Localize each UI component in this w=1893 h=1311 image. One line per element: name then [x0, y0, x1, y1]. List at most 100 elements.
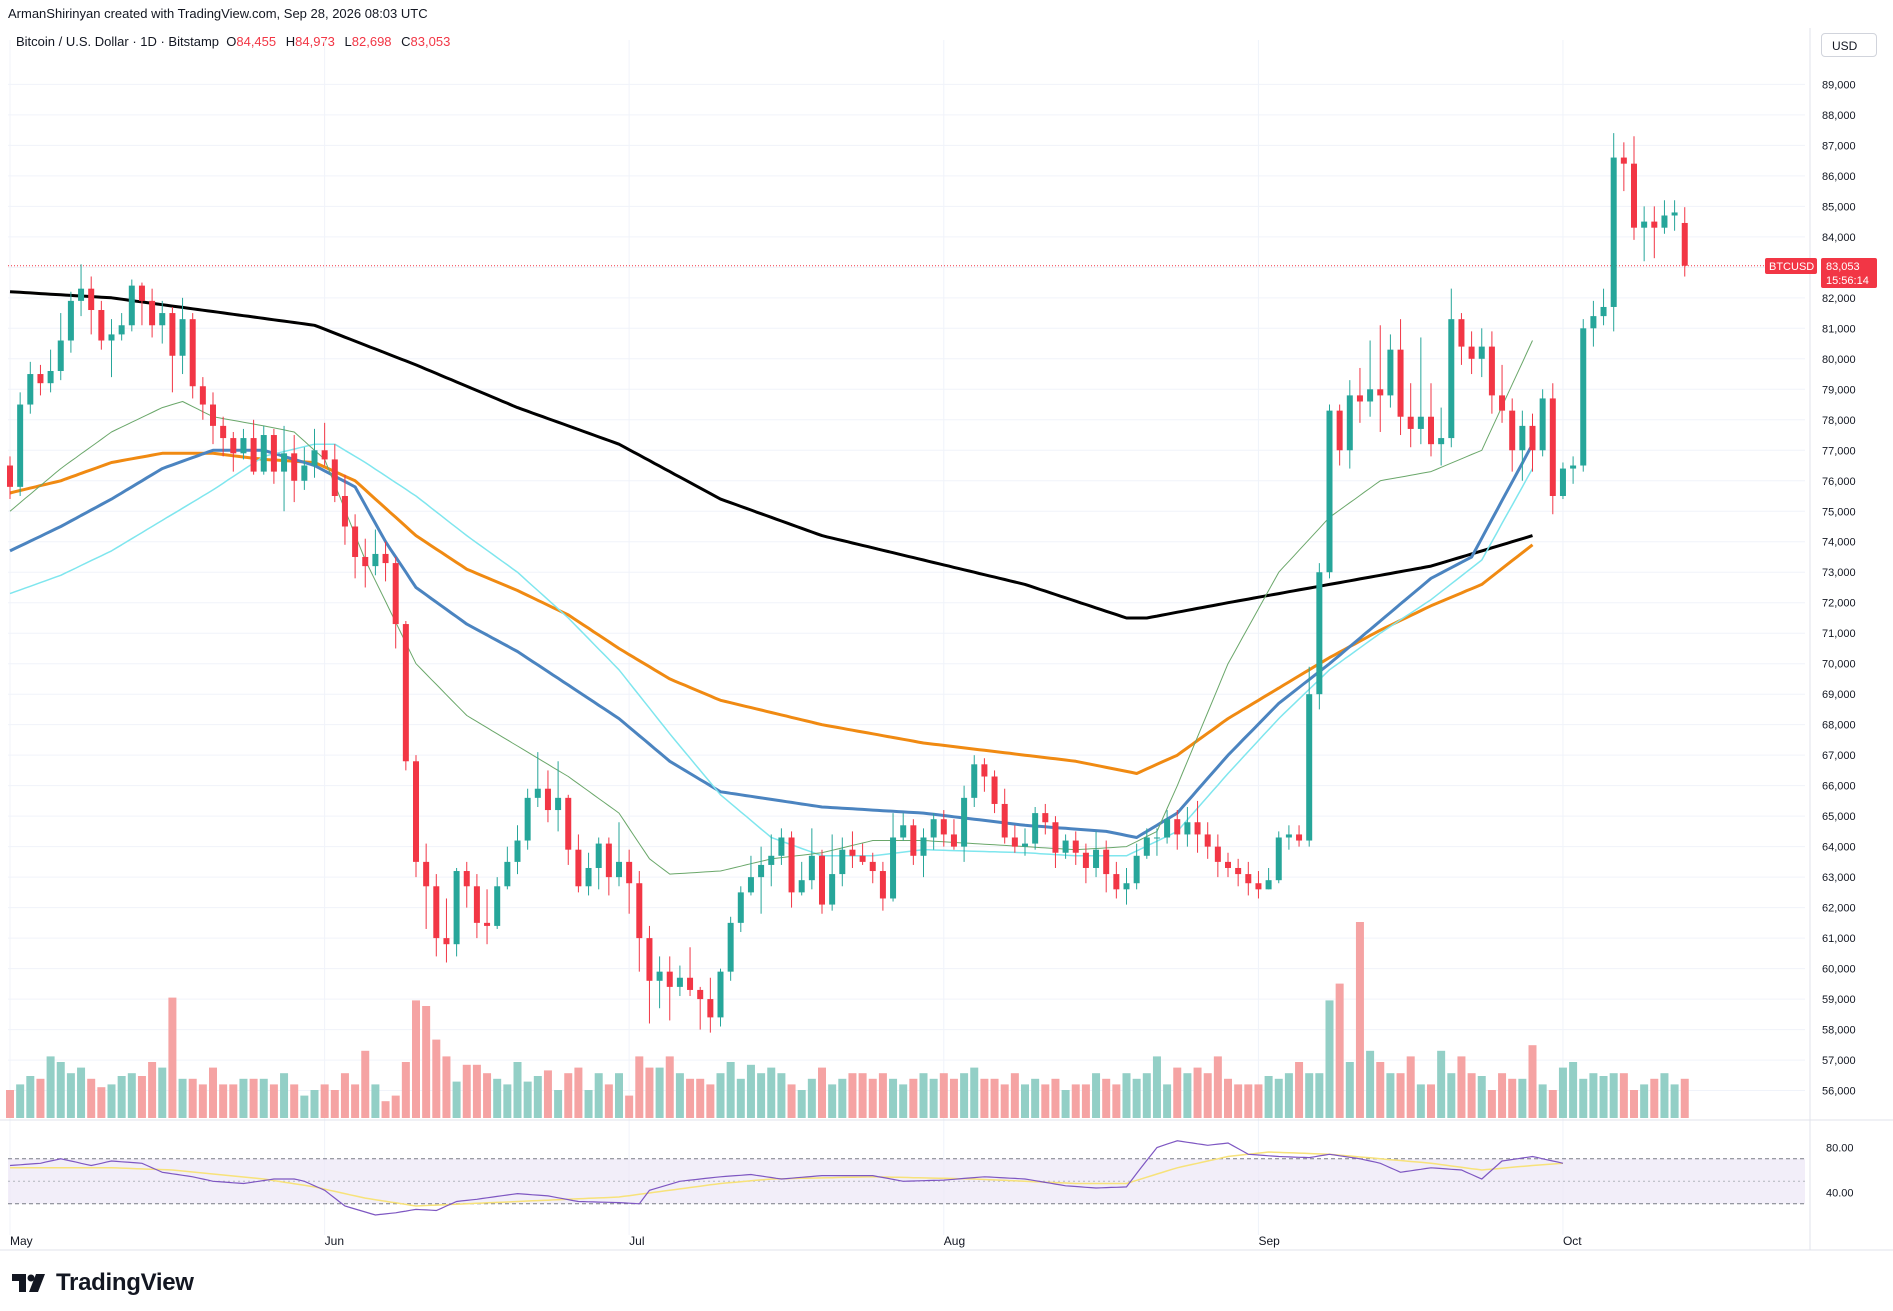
candle — [646, 938, 653, 981]
volume-bar — [645, 1067, 654, 1118]
low-label: L — [344, 34, 352, 49]
volume-bar — [1589, 1073, 1598, 1118]
volume-bar — [371, 1084, 380, 1118]
volume-bar — [188, 1078, 197, 1118]
moving-average-ma_orange — [9, 451, 1534, 775]
volume-bar — [757, 1073, 766, 1118]
candle — [392, 563, 399, 625]
volume-bar — [1670, 1084, 1679, 1118]
candle — [1539, 398, 1546, 451]
candle — [484, 922, 491, 926]
close-value: 83,053 — [410, 34, 451, 49]
candle — [798, 880, 805, 893]
volume-bar — [462, 1064, 471, 1118]
candle — [930, 819, 937, 838]
candle — [1336, 410, 1343, 451]
volume-bar — [1325, 1000, 1334, 1118]
volume-bar — [1102, 1078, 1111, 1118]
candle — [555, 797, 562, 811]
price-chart[interactable]: 56,000 57,000 58,000 59,000 60,000 61,000 62,0… — [0, 0, 1893, 1260]
symbol-tag-bg — [1765, 258, 1817, 274]
volume-bar — [1071, 1084, 1080, 1118]
candle — [1661, 215, 1668, 228]
candle — [747, 877, 754, 893]
currency-selector-button[interactable]: USD — [1821, 33, 1877, 57]
volume-bar — [361, 1050, 370, 1118]
candle — [849, 849, 856, 856]
candle — [1103, 849, 1110, 875]
candle — [534, 788, 541, 798]
candle — [717, 971, 724, 1018]
candle — [1377, 389, 1384, 396]
candle — [453, 871, 460, 945]
volume-bar — [929, 1078, 938, 1118]
volume-bar — [1528, 1045, 1537, 1118]
candle — [859, 855, 866, 862]
candle — [900, 825, 907, 838]
candle — [57, 340, 64, 371]
volume-bar — [391, 1095, 400, 1118]
price-tick-label: 62,000 — [1822, 903, 1856, 915]
candle — [473, 886, 480, 923]
high-label: H — [285, 34, 296, 49]
candle — [839, 849, 846, 875]
candle — [961, 797, 968, 847]
volume-bar — [665, 1056, 674, 1118]
volume-bar — [239, 1078, 248, 1118]
candle — [1367, 389, 1374, 402]
candle — [819, 855, 825, 905]
moving-averages — [8, 265, 1805, 875]
price-tick-label: 65,000 — [1822, 811, 1856, 823]
tradingview-wordmark: TradingView — [56, 1269, 194, 1296]
price-tick-label: 67,000 — [1822, 750, 1856, 762]
volume-bar — [320, 1084, 329, 1118]
volume-bar — [1609, 1073, 1618, 1118]
time-axis[interactable]: May Jun Jul Aug Sep Oct — [10, 1234, 1582, 1248]
rsi-line — [9, 1140, 1564, 1216]
candle — [950, 834, 957, 847]
volume-bar — [1234, 1084, 1243, 1118]
volume-bar — [117, 1076, 126, 1118]
volume-bar — [1518, 1078, 1527, 1118]
price-tag-value: 83,053 — [1826, 261, 1860, 273]
time-tick-label: Sep — [1258, 1234, 1280, 1248]
tradingview-logo[interactable]: TradingView — [12, 1269, 194, 1297]
candle — [1559, 468, 1566, 497]
grid-lines — [0, 28, 1893, 1251]
rsi-tick-label: 80.00 — [1826, 1143, 1854, 1155]
candle — [504, 861, 511, 887]
rsi-tick-label: 40.00 — [1826, 1188, 1854, 1200]
volume-bar — [472, 1064, 481, 1118]
volume-bar — [107, 1084, 116, 1118]
volume-bar — [970, 1067, 979, 1118]
volume-bar — [1640, 1084, 1649, 1118]
volume-bar — [310, 1090, 319, 1118]
low-value: 82,698 — [351, 34, 392, 49]
candle — [1113, 874, 1120, 890]
volume-bar — [939, 1073, 948, 1118]
volume-bar — [127, 1073, 136, 1118]
candle — [138, 285, 145, 301]
candle — [301, 465, 308, 481]
volume-bar — [1295, 1062, 1304, 1118]
volume-bar — [1203, 1073, 1212, 1118]
volume-bar — [980, 1078, 989, 1118]
candle — [1042, 813, 1049, 823]
volume-bar — [1650, 1078, 1659, 1118]
price-tick-label: 60,000 — [1822, 964, 1856, 976]
candle — [1488, 346, 1495, 396]
volume-bar — [1457, 1056, 1466, 1118]
volume-bar — [1548, 1090, 1557, 1118]
volume-bar — [1477, 1076, 1486, 1118]
volume-bar — [635, 1056, 644, 1118]
price-tick-label: 80,000 — [1822, 354, 1856, 366]
volume-bar — [1355, 922, 1364, 1118]
price-axis[interactable]: 56,000 57,000 58,000 59,000 60,000 61,000 62,0… — [1822, 79, 1856, 1097]
volume-bar — [787, 1084, 796, 1118]
time-tick-label: Oct — [1563, 1234, 1582, 1248]
volume-bar — [300, 1095, 309, 1118]
volume-bar — [249, 1078, 258, 1118]
open-value: 84,455 — [236, 34, 277, 49]
volume-bar — [219, 1084, 228, 1118]
candle — [616, 861, 622, 878]
